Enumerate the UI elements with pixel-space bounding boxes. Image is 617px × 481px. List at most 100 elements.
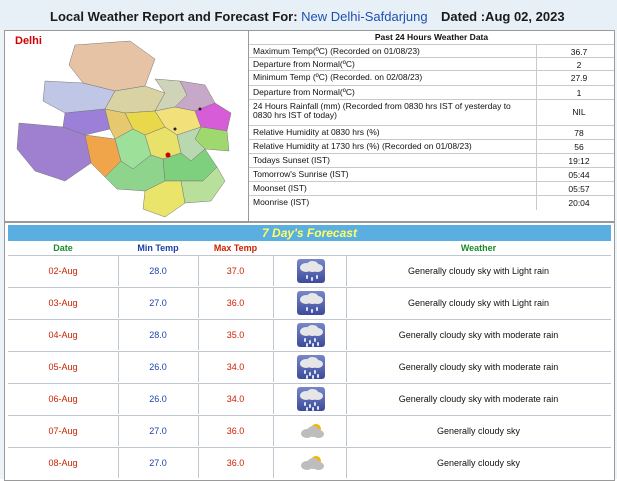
table-row: Moonset (IST) 05:57 bbox=[249, 181, 614, 196]
title-prefix: Local Weather Report and Forecast For: bbox=[50, 9, 298, 24]
forecast-icon-cell bbox=[273, 320, 346, 350]
cloudy-sky-icon bbox=[297, 451, 325, 475]
forecast-icon-cell bbox=[273, 352, 346, 382]
moderate-rain-icon bbox=[297, 355, 325, 379]
table-row: Todays Sunset (IST) 19:12 bbox=[249, 153, 614, 168]
row-label: 24 Hours Rainfall (mm) (Recorded from 08… bbox=[253, 101, 511, 120]
forecast-max-temp: 37.0 bbox=[226, 266, 245, 276]
table-row: Departure from Normal(ºC) 2 bbox=[249, 57, 614, 71]
forecast-max-temp: 36.0 bbox=[226, 458, 245, 468]
forecast-weather-text: Generally cloudy sky with moderate rain bbox=[398, 362, 559, 372]
forecast-max-temp: 35.0 bbox=[226, 330, 245, 340]
forecast-min-temp: 26.0 bbox=[149, 394, 167, 404]
row-label: Minimum Temp (ºC) (Recorded. on 02/08/23… bbox=[253, 72, 423, 82]
delhi-map-svg bbox=[16, 40, 232, 218]
table-row: Minimum Temp (ºC) (Recorded. on 02/08/23… bbox=[249, 70, 614, 86]
forecast-date: 07-Aug bbox=[48, 426, 78, 436]
current-conditions-panel: Delhi Past 24 Hours Weather Data Maximum… bbox=[4, 30, 615, 222]
forecast-icon-cell bbox=[273, 448, 346, 478]
row-label: Tomorrow's Sunrise (IST) bbox=[253, 169, 349, 179]
forecast-row: 05-Aug 26.0 34.0 Generally cloudy sky with … bbox=[8, 351, 611, 382]
forecast-date: 08-Aug bbox=[48, 458, 78, 468]
row-value: 05:44 bbox=[568, 170, 590, 180]
light-rain-icon bbox=[297, 259, 325, 283]
table-row: Moonrise (IST) 20:04 bbox=[249, 195, 614, 210]
forecast-date: 04-Aug bbox=[48, 330, 78, 340]
report-title-bar: Local Weather Report and Forecast For: N… bbox=[0, 0, 617, 30]
forecast-date: 05-Aug bbox=[48, 362, 78, 372]
forecast-row: 04-Aug 28.0 35.0 Generally cloudy sky with … bbox=[8, 319, 611, 350]
header-date: Date bbox=[53, 243, 73, 253]
header-min-temp: Min Temp bbox=[137, 243, 179, 253]
row-label: Maximum Temp(ºC) (Recorded on 01/08/23) bbox=[253, 46, 420, 56]
forecast-row: 03-Aug 27.0 36.0 Generally cloudy sky with … bbox=[8, 287, 611, 318]
report-date: Dated :Aug 02, 2023 bbox=[441, 9, 565, 24]
forecast-weather-text: Generally cloudy sky bbox=[436, 458, 521, 468]
forecast-min-temp: 28.0 bbox=[149, 330, 167, 340]
table-row: Maximum Temp(ºC) (Recorded on 01/08/23) … bbox=[249, 44, 614, 58]
row-label: Todays Sunset (IST) bbox=[253, 155, 331, 165]
forecast-max-temp: 36.0 bbox=[226, 426, 245, 436]
row-value: 27.9 bbox=[570, 73, 588, 83]
row-value: 36.7 bbox=[570, 47, 588, 57]
map-label: Delhi bbox=[15, 35, 42, 47]
seven-day-forecast: 7 Day's Forecast Date Min Temp Max Temp … bbox=[4, 222, 615, 481]
forecast-min-temp: 27.0 bbox=[149, 426, 167, 436]
header-max-temp: Max Temp bbox=[213, 243, 258, 253]
row-label: Departure from Normal(ºC) bbox=[253, 87, 355, 97]
forecast-min-temp: 27.0 bbox=[149, 298, 167, 308]
forecast-row: 02-Aug 28.0 37.0 Generally cloudy sky with … bbox=[8, 255, 611, 286]
table-row: Tomorrow's Sunrise (IST) 05:44 bbox=[249, 167, 614, 182]
table-row: 24 Hours Rainfall (mm) (Recorded from 08… bbox=[249, 99, 614, 126]
row-value: 56 bbox=[574, 142, 584, 152]
forecast-icon-cell bbox=[273, 256, 346, 286]
row-label: Relative Humidity at 0830 hrs (%) bbox=[253, 127, 380, 137]
forecast-weather-text: Generally cloudy sky with Light rain bbox=[407, 298, 550, 308]
row-value: 1 bbox=[576, 88, 582, 98]
row-label: Departure from Normal(ºC) bbox=[253, 59, 355, 69]
forecast-date: 06-Aug bbox=[48, 394, 78, 404]
light-rain-icon bbox=[297, 291, 325, 315]
forecast-weather-text: Generally cloudy sky with moderate rain bbox=[398, 394, 559, 404]
row-label: Moonset (IST) bbox=[253, 183, 307, 193]
forecast-icon-cell bbox=[273, 288, 346, 318]
forecast-min-temp: 28.0 bbox=[149, 266, 167, 276]
forecast-row: 07-Aug 27.0 36.0 Generally cloudy sky bbox=[8, 415, 611, 446]
table-row: Departure from Normal(ºC) 1 bbox=[249, 85, 614, 100]
moderate-rain-icon bbox=[297, 323, 325, 347]
forecast-date: 03-Aug bbox=[48, 298, 78, 308]
forecast-max-temp: 34.0 bbox=[226, 394, 245, 404]
report-title: Local Weather Report and Forecast For: N… bbox=[50, 9, 428, 24]
past-24h-table: Past 24 Hours Weather Data Maximum Temp(… bbox=[249, 31, 614, 221]
forecast-max-temp: 34.0 bbox=[226, 362, 245, 372]
row-label: Relative Humidity at 1730 hrs (%) (Recor… bbox=[253, 141, 472, 151]
row-value: 20:04 bbox=[568, 198, 590, 208]
forecast-weather-text: Generally cloudy sky bbox=[436, 426, 521, 436]
forecast-max-temp: 36.0 bbox=[226, 298, 245, 308]
forecast-weather-text: Generally cloudy sky with moderate rain bbox=[398, 330, 559, 340]
table-row: Relative Humidity at 1730 hrs (%) (Recor… bbox=[249, 139, 614, 154]
row-value: 05:57 bbox=[568, 184, 590, 194]
forecast-weather-text: Generally cloudy sky with Light rain bbox=[407, 266, 550, 276]
row-value: NIL bbox=[572, 107, 586, 117]
panel-divider bbox=[248, 31, 249, 221]
forecast-date: 02-Aug bbox=[48, 266, 78, 276]
moderate-rain-icon bbox=[297, 387, 325, 411]
row-label: Moonrise (IST) bbox=[253, 197, 310, 207]
header-weather: Weather bbox=[460, 243, 497, 253]
forecast-row: 06-Aug 26.0 34.0 Generally cloudy sky with … bbox=[8, 383, 611, 414]
row-value: 19:12 bbox=[568, 156, 590, 166]
forecast-min-temp: 27.0 bbox=[149, 458, 167, 468]
forecast-icon-cell bbox=[273, 384, 346, 414]
row-value: 2 bbox=[576, 60, 582, 70]
row-value: 78 bbox=[574, 128, 584, 138]
cloudy-sky-icon bbox=[297, 419, 325, 443]
forecast-min-temp: 26.0 bbox=[149, 362, 167, 372]
forecast-title: 7 Day's Forecast bbox=[8, 225, 611, 241]
forecast-icon-cell bbox=[273, 416, 346, 446]
forecast-row: 08-Aug 27.0 36.0 Generally cloudy sky bbox=[8, 447, 611, 478]
station-name[interactable]: New Delhi-Safdarjung bbox=[301, 9, 428, 24]
delhi-district-map: Delhi bbox=[5, 31, 248, 221]
past-24h-heading: Past 24 Hours Weather Data bbox=[374, 32, 489, 42]
